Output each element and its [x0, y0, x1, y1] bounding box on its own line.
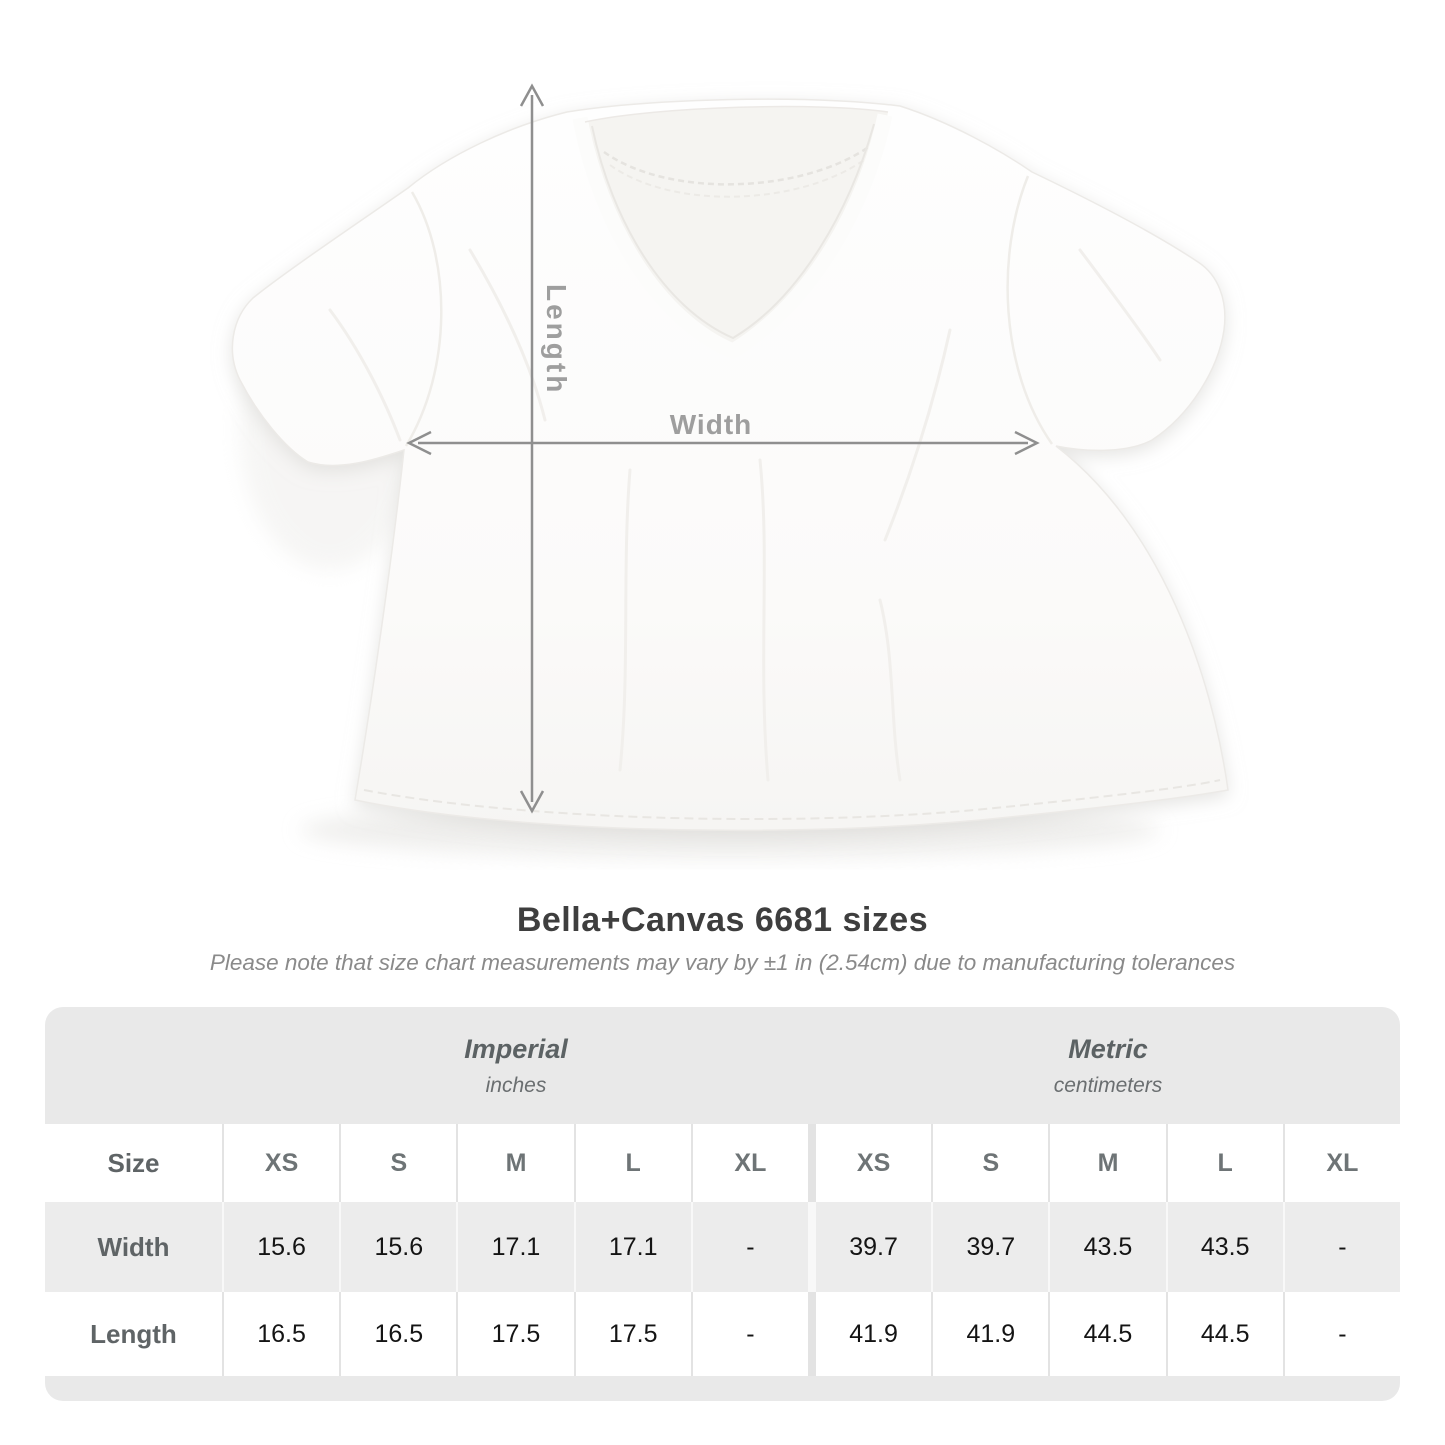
size-imperial-s: S: [341, 1124, 457, 1202]
size-imperial-m: M: [458, 1124, 574, 1202]
size-imperial-l: L: [575, 1124, 691, 1202]
length-row-label: Length: [45, 1292, 222, 1376]
width-imperial-xs: 15.6: [224, 1202, 340, 1292]
table-header-band: Imperial inches Metric centimeters: [45, 1007, 1400, 1124]
width-metric-s: 39.7: [933, 1202, 1049, 1292]
length-imperial-s: 16.5: [341, 1292, 457, 1376]
length-imperial-l: 17.5: [575, 1292, 691, 1376]
width-metric-l: 43.5: [1167, 1202, 1283, 1292]
metric-section-header: Metric centimeters: [816, 1007, 1400, 1124]
size-metric-s: S: [933, 1124, 1049, 1202]
length-imperial-m: 17.5: [458, 1292, 574, 1376]
table-row-width: Width 15.6 15.6 17.1 17.1 - 39.7 39.7 43…: [45, 1202, 1400, 1292]
size-metric-xl: XL: [1284, 1124, 1400, 1202]
section-divider: [810, 1124, 814, 1202]
width-metric-m: 43.5: [1050, 1202, 1166, 1292]
table-row-length: Length 16.5 16.5 17.5 17.5 - 41.9 41.9 4…: [45, 1292, 1400, 1376]
width-metric-xs: 39.7: [815, 1202, 932, 1292]
size-metric-m: M: [1050, 1124, 1166, 1202]
length-dimension-label: Length: [541, 284, 572, 396]
length-metric-xl: -: [1284, 1292, 1400, 1376]
size-imperial-xs: XS: [224, 1124, 340, 1202]
table-row-sizes: Size XS S M L XL XS S M L XL: [45, 1124, 1400, 1202]
size-imperial-xl: XL: [692, 1124, 808, 1202]
table-footer-band: [45, 1376, 1400, 1401]
size-metric-xs: XS: [815, 1124, 932, 1202]
section-divider: [810, 1202, 814, 1292]
width-imperial-xl: -: [692, 1202, 808, 1292]
shirt-body: [231, 98, 1229, 832]
width-arrow: [406, 430, 1040, 456]
length-arrow: [519, 83, 545, 814]
size-metric-l: L: [1167, 1124, 1283, 1202]
section-divider: [810, 1292, 814, 1376]
page-title: Bella+Canvas 6681 sizes: [516, 901, 929, 939]
width-row-label: Width: [45, 1202, 222, 1292]
width-imperial-m: 17.1: [458, 1202, 574, 1292]
tshirt-product-image: [231, 83, 1229, 858]
width-metric-xl: -: [1284, 1202, 1400, 1292]
width-imperial-l: 17.1: [575, 1202, 691, 1292]
metric-section-unit: centimeters: [1053, 1074, 1163, 1097]
imperial-section-unit: inches: [485, 1074, 547, 1097]
imperial-section-header: Imperial inches: [222, 1007, 810, 1124]
width-imperial-s: 15.6: [341, 1202, 457, 1292]
length-metric-s: 41.9: [933, 1292, 1049, 1376]
width-dimension-label: Width: [669, 409, 753, 440]
metric-section-name: Metric: [1068, 1034, 1148, 1064]
length-imperial-xl: -: [692, 1292, 808, 1376]
length-metric-l: 44.5: [1167, 1292, 1283, 1376]
imperial-section-name: Imperial: [464, 1034, 568, 1064]
size-column-header: Size: [45, 1124, 222, 1202]
length-metric-m: 44.5: [1050, 1292, 1166, 1376]
tolerance-note: Please note that size chart measurements…: [209, 950, 1236, 975]
length-imperial-xs: 16.5: [224, 1292, 340, 1376]
length-metric-xs: 41.9: [815, 1292, 932, 1376]
size-table: Imperial inches Metric centimeters Size …: [45, 1007, 1400, 1401]
